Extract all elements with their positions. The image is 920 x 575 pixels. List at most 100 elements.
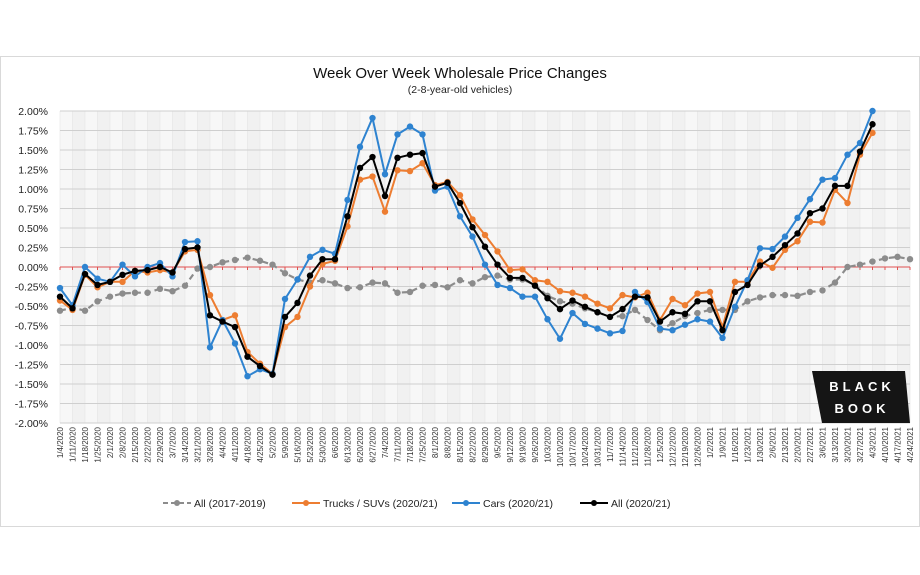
data-point — [81, 263, 89, 271]
x-tick-label: 1/23/2021 — [744, 426, 753, 462]
data-point — [569, 309, 576, 317]
legend-swatch-marker — [591, 500, 597, 506]
data-point — [594, 325, 601, 332]
data-point — [681, 310, 689, 317]
data-point — [181, 282, 189, 289]
data-point — [869, 129, 876, 137]
data-point — [219, 318, 226, 325]
x-tick-label: 3/14/2020 — [181, 426, 190, 462]
x-tick-label: 4/3/2021 — [869, 426, 878, 458]
legend-item: Trucks / SUVs (2020/21) — [292, 498, 438, 510]
data-point — [644, 294, 651, 301]
data-point — [169, 287, 176, 295]
x-tick-label: 1/16/2021 — [731, 426, 740, 462]
data-point — [494, 281, 501, 289]
data-point — [519, 266, 526, 273]
data-point — [81, 307, 89, 314]
x-tick-label: 3/7/2020 — [169, 426, 178, 458]
x-tick-label: 6/20/2020 — [356, 426, 365, 462]
data-point — [244, 373, 251, 380]
x-tick-label: 4/11/2020 — [231, 426, 240, 462]
data-point — [619, 291, 626, 299]
data-point — [119, 261, 126, 268]
data-point — [144, 266, 151, 274]
x-tick-label: 4/25/2020 — [256, 426, 265, 462]
x-tick-label: 2/6/2021 — [769, 426, 778, 458]
x-tick-label: 2/1/2020 — [106, 426, 115, 458]
data-point — [494, 272, 501, 279]
data-point — [194, 244, 201, 251]
data-point — [544, 295, 551, 302]
data-point — [231, 323, 239, 331]
x-tick-label: 4/17/2021 — [894, 426, 903, 462]
data-point — [344, 213, 351, 220]
legend-item: All (2017-2019) — [163, 498, 266, 510]
x-tick-label: 12/12/2020 — [669, 426, 678, 467]
series-group — [56, 107, 914, 380]
data-point — [481, 231, 489, 239]
x-tick-label: 12/5/2020 — [656, 426, 665, 462]
data-point — [494, 261, 501, 268]
data-point — [719, 326, 726, 334]
data-point — [119, 271, 126, 278]
x-tick-label: 2/15/2020 — [131, 426, 140, 462]
data-point — [669, 309, 676, 316]
x-tick-label: 5/30/2020 — [319, 426, 328, 462]
data-point — [194, 238, 201, 245]
data-point — [656, 318, 664, 325]
data-point — [231, 312, 239, 319]
x-tick-label: 6/13/2020 — [344, 426, 353, 462]
data-point — [344, 196, 351, 204]
data-point — [669, 295, 676, 303]
x-tick-label: 4/24/2021 — [906, 426, 915, 462]
y-tick-label: -1.00% — [15, 340, 48, 352]
data-point — [131, 273, 139, 280]
data-point — [694, 309, 701, 317]
legend-label: Trucks / SUVs (2020/21) — [323, 498, 438, 510]
data-point — [69, 305, 76, 312]
data-point — [331, 280, 339, 287]
y-tick-label: 1.00% — [18, 184, 48, 196]
x-tick-label: 3/21/2020 — [194, 426, 203, 462]
data-point — [706, 288, 714, 296]
data-point — [769, 245, 776, 253]
data-point — [606, 313, 614, 321]
data-point — [206, 344, 214, 351]
data-point — [656, 325, 664, 332]
x-tick-label: 7/18/2020 — [406, 426, 415, 462]
data-point — [856, 261, 864, 268]
data-point — [406, 288, 414, 296]
x-tick-label: 12/26/2020 — [694, 426, 703, 467]
data-point — [581, 293, 589, 300]
data-point — [744, 281, 751, 289]
data-point — [806, 209, 814, 217]
x-tick-label: 8/8/2020 — [444, 426, 453, 458]
data-point — [456, 192, 464, 199]
data-point — [694, 290, 701, 297]
x-tick-label: 11/14/2020 — [619, 426, 628, 466]
x-tick-label: 9/5/2020 — [494, 426, 503, 458]
data-point — [394, 289, 401, 296]
x-tick-label: 10/10/2020 — [556, 426, 565, 467]
data-point — [244, 254, 251, 261]
data-point — [494, 248, 501, 255]
data-point — [394, 131, 401, 138]
data-point — [231, 256, 239, 264]
data-point — [356, 164, 364, 172]
data-point — [506, 274, 514, 282]
data-point — [419, 131, 426, 138]
legend-swatch-marker — [463, 500, 469, 506]
x-tick-label: 11/28/2020 — [644, 426, 653, 466]
data-point — [781, 233, 789, 240]
data-point — [794, 214, 801, 222]
chart-title: Week Over Week Wholesale Price Changes — [313, 65, 607, 82]
data-point — [556, 298, 564, 305]
data-point — [481, 261, 489, 268]
data-point — [469, 280, 476, 287]
data-point — [669, 326, 676, 334]
data-point — [619, 312, 626, 320]
data-point — [819, 205, 826, 212]
y-axis: -2.00% -1.75% -1.50% -1.25% -1.00% -0.75% -0.5… — [15, 106, 48, 430]
x-tick-label: 3/20/2021 — [844, 426, 853, 462]
data-point — [781, 246, 789, 254]
